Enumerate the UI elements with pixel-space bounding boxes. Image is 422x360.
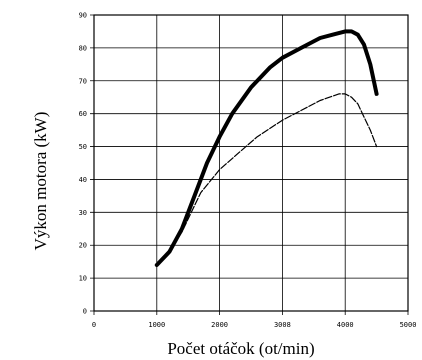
x-tick-label: 0 xyxy=(92,321,96,329)
x-tick-label: 1000 xyxy=(148,321,165,329)
x-tick-label: 2000 xyxy=(211,321,228,329)
x-tick-label: 5000 xyxy=(400,321,417,329)
series-line-thick xyxy=(154,29,379,267)
y-tick-label: 90 xyxy=(79,12,87,20)
y-tick-label: 10 xyxy=(79,275,87,283)
grid xyxy=(90,14,409,315)
x-axis-label: Počet otáčok (ot/min) xyxy=(167,339,314,358)
x-tick-label: 4000 xyxy=(337,321,354,329)
y-tick-label: 70 xyxy=(79,77,87,85)
x-tick-labels: 0 1000 2000 3008 4000 5000 xyxy=(92,321,417,329)
y-tick-label: 0 xyxy=(83,308,87,316)
y-tick-labels: 0 10 20 30 40 50 60 70 80 90 xyxy=(79,12,87,316)
y-tick-label: 20 xyxy=(79,242,87,250)
series-line-dashed xyxy=(156,93,378,266)
y-axis-label: Výkon motora (kW) xyxy=(31,112,50,251)
y-tick-label: 80 xyxy=(79,44,87,52)
y-tick-label: 40 xyxy=(79,176,87,184)
series-group xyxy=(154,29,379,267)
y-tick-label: 60 xyxy=(79,110,87,118)
y-tick-label: 50 xyxy=(79,143,87,151)
x-tick-label: 3008 xyxy=(274,321,291,329)
y-tick-label: 30 xyxy=(79,209,87,217)
plot-frame xyxy=(93,14,409,312)
